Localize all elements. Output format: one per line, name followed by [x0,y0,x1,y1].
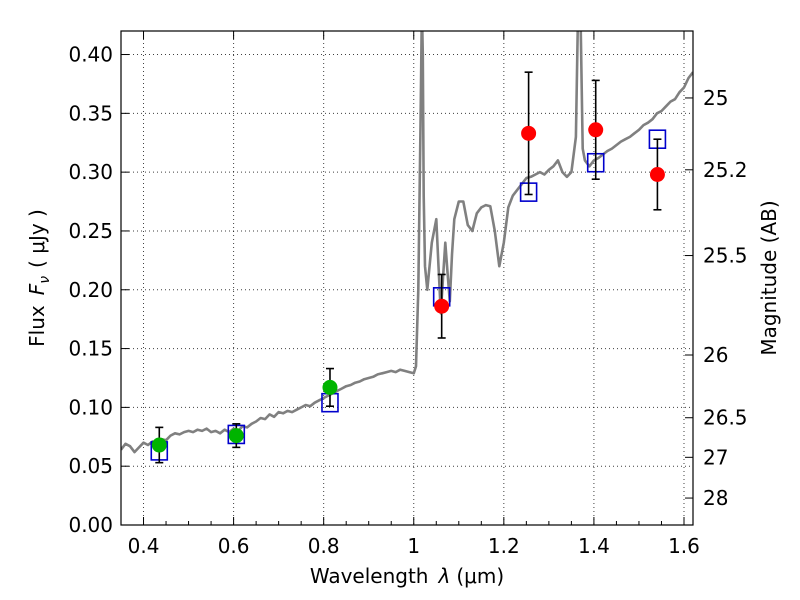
observed-optical-point [322,379,338,395]
y-tick-label: 0.25 [68,219,113,243]
y2-tick-label: 26 [703,343,728,367]
x-tick-label: 0.6 [218,534,250,558]
y2-tick-label: 28 [703,486,728,510]
x-axis-title: Wavelength λ (μm) [310,564,504,588]
y-tick-label: 0.30 [68,160,113,184]
observed-optical-point [151,437,167,453]
observed-nir-point [434,298,450,314]
y2-axis-title: Magnitude (AB) [757,200,781,355]
y2-tick-label: 25.5 [703,244,748,268]
y-axis-title: FluxFν( μJy ) [25,209,53,347]
y2-tick-label: 26.5 [703,406,748,430]
ticks-layer: 0.4 0.6 0.8 1 1.2 1.4 1.6 0.00 0.05 0.10 0.15 0.20 0… [68,31,748,558]
observed-nir-point [521,125,537,141]
y2-tick-label: 25.2 [703,158,748,182]
x-tick-label: 1 [407,534,420,558]
x-tick-label: 0.8 [308,534,340,558]
y-tick-label: 0.35 [68,101,113,125]
observed-nir-point [649,166,665,182]
y2-tick-label: 27 [703,445,728,469]
spectrum-line [121,31,693,454]
observed-nir-point [588,122,604,138]
y-tick-label: 0.15 [68,337,113,361]
observed-optical-point [228,428,244,444]
plot-frame [120,30,694,526]
y-tick-label: 0.05 [68,454,113,478]
x-tick-label: 1.2 [488,534,520,558]
grid-lines [121,31,693,526]
y-tick-label: 0.00 [68,513,113,537]
x-tick-label: 0.4 [128,534,160,558]
spectrum-layer [121,31,693,454]
y-tick-label: 0.40 [68,43,113,67]
y-tick-label: 0.20 [68,278,113,302]
points-layer [150,71,667,464]
x-tick-label: 1.4 [578,534,610,558]
y-tick-label: 0.10 [68,395,113,419]
x-tick-label: 1.6 [668,534,700,558]
y2-tick-label: 25 [703,86,728,110]
